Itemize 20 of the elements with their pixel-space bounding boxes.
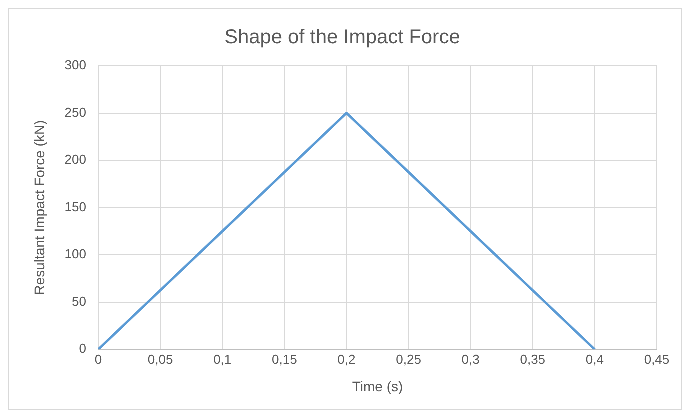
x-tick-label: 0,4 <box>586 352 604 367</box>
x-tick-label: 0,15 <box>272 352 298 367</box>
y-tick-label: 200 <box>64 152 86 168</box>
y-tick-label: 0 <box>79 341 86 356</box>
x-tick-label: 0,25 <box>396 352 422 367</box>
y-tick-label: 100 <box>64 246 86 262</box>
y-tick-label: 150 <box>64 199 86 214</box>
x-tick-label: 0,3 <box>462 352 480 367</box>
y-axis-title: Resultant Impact Force (kN) <box>31 120 48 296</box>
x-tick-label: 0 <box>94 352 102 367</box>
x-tick-label: 0,35 <box>520 352 546 367</box>
y-tick-label: 300 <box>64 58 86 73</box>
x-tick-label: 0,1 <box>214 352 232 367</box>
y-tick-label: 50 <box>72 294 86 309</box>
x-tick-label: 0,05 <box>148 352 174 367</box>
x-tick-label: 0,2 <box>338 352 356 367</box>
x-tick-label: 0,45 <box>644 352 670 367</box>
y-tick-label: 250 <box>64 104 86 120</box>
chart-title: Shape of the Impact Force <box>224 26 460 49</box>
x-axis-title: Time (s) <box>352 378 404 394</box>
